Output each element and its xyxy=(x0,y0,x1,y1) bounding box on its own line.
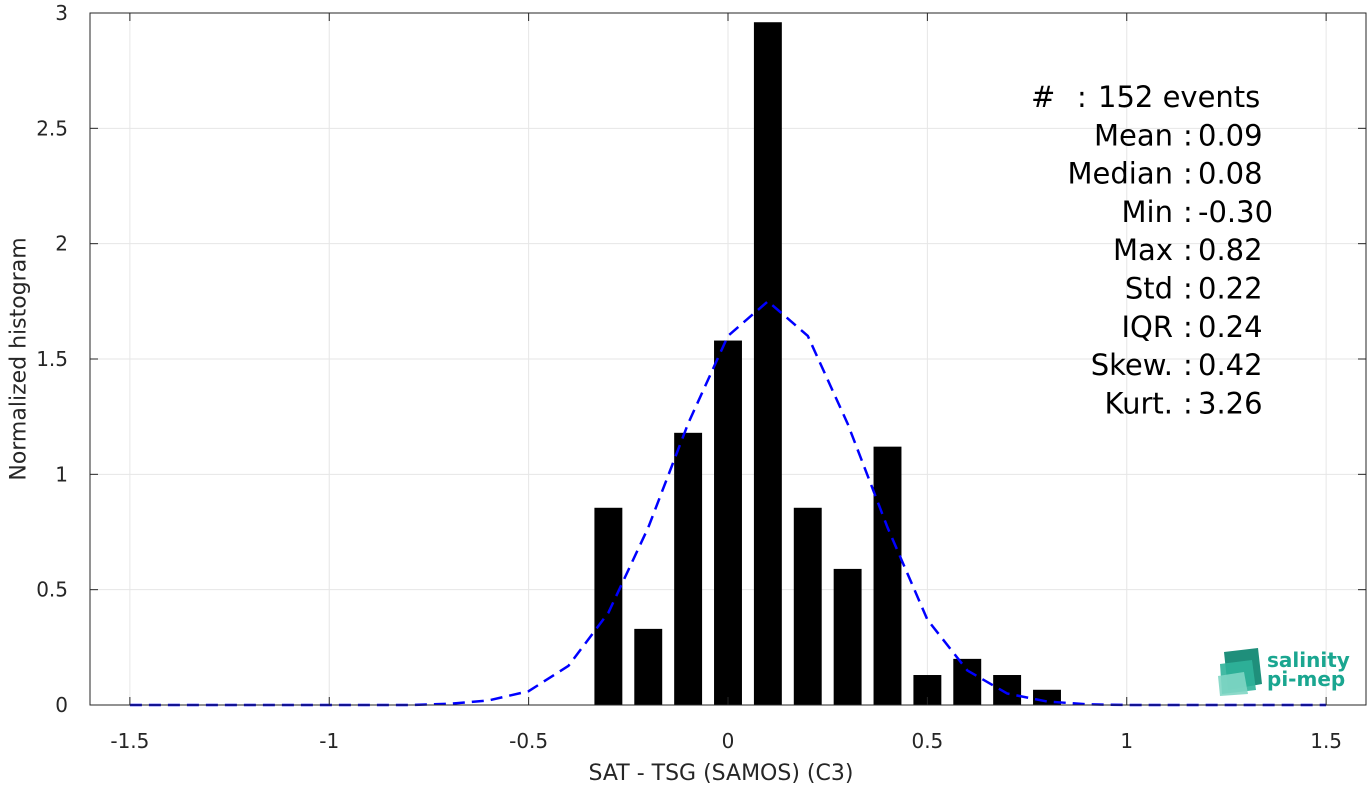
stat-row: Mean:0.09 xyxy=(1094,118,1263,152)
stat-separator: : xyxy=(1183,272,1193,306)
histogram-bar xyxy=(634,628,663,705)
stat-value: -0.30 xyxy=(1198,195,1273,229)
stat-separator: : xyxy=(1183,233,1193,267)
x-tick-label: 1 xyxy=(1120,729,1133,753)
stat-label: Min xyxy=(1122,195,1173,229)
stat-row: Skew.:0.42 xyxy=(1091,348,1263,382)
histogram-bar xyxy=(993,675,1022,705)
stat-value: 0.22 xyxy=(1198,272,1263,306)
x-tick-label: 0.5 xyxy=(911,729,943,753)
stat-value: 0.82 xyxy=(1198,233,1263,267)
x-axis-ticks: -1.5 -1 -0.5 0 0.5 1 1.5 xyxy=(110,13,1342,753)
stat-separator: : xyxy=(1183,157,1193,191)
logo-text-salinity: salinity xyxy=(1267,648,1350,672)
stat-row: IQR:0.24 xyxy=(1121,310,1262,344)
y-tick-label: 1 xyxy=(55,462,68,486)
stat-value: 3.26 xyxy=(1198,386,1263,420)
stat-row: Kurt.:3.26 xyxy=(1105,386,1263,420)
histogram-bar xyxy=(793,507,822,705)
histogram-bar xyxy=(594,507,623,705)
stat-row: #:152 events xyxy=(1031,80,1260,114)
stat-label: Std xyxy=(1125,272,1173,306)
stat-label: IQR xyxy=(1121,310,1173,344)
histogram-bar xyxy=(873,446,902,705)
x-tick-label: -1 xyxy=(319,729,339,753)
x-tick-label: 1.5 xyxy=(1310,729,1342,753)
stat-row: Max:0.82 xyxy=(1113,233,1263,267)
stat-row: Std:0.22 xyxy=(1125,272,1263,306)
x-tick-label: -1.5 xyxy=(110,729,149,753)
stat-value: 152 events xyxy=(1098,80,1260,114)
stat-row: Min: -0.30 xyxy=(1122,195,1274,229)
stat-separator: : xyxy=(1183,310,1193,344)
stat-value: 0.24 xyxy=(1198,310,1263,344)
histogram-bar xyxy=(833,568,862,705)
logo-icon xyxy=(1218,648,1262,696)
stat-label: Kurt. xyxy=(1105,386,1173,420)
stat-label: Mean xyxy=(1094,118,1173,152)
y-tick-label: 0.5 xyxy=(36,578,68,602)
y-tick-label: 0 xyxy=(55,693,68,717)
histogram-bar xyxy=(714,340,742,705)
x-axis-title: SAT - TSG (SAMOS) (C3) xyxy=(589,761,854,785)
histogram-bars xyxy=(594,22,1061,705)
x-tick-label: 0 xyxy=(722,729,735,753)
histogram-bar xyxy=(753,22,782,705)
stat-separator: : xyxy=(1077,80,1087,114)
histogram-bar xyxy=(953,658,982,705)
histogram-bar xyxy=(674,432,703,705)
y-axis-title: Normalized histogram xyxy=(7,237,32,480)
stat-value: 0.08 xyxy=(1198,157,1263,191)
stat-label: Max xyxy=(1113,233,1173,267)
stat-separator: : xyxy=(1183,118,1193,152)
y-tick-label: 1.5 xyxy=(36,347,68,371)
stat-value: 0.42 xyxy=(1198,348,1263,382)
stat-separator: : xyxy=(1183,348,1193,382)
y-tick-label: 2 xyxy=(55,232,68,256)
stat-separator: : xyxy=(1183,386,1193,420)
stat-value: 0.09 xyxy=(1198,118,1263,152)
y-axis-ticks: 0 0.5 1 1.5 2 2.5 3 xyxy=(36,1,1366,717)
stat-separator: : xyxy=(1183,195,1193,229)
stat-label: Skew. xyxy=(1091,348,1173,382)
y-tick-label: 2.5 xyxy=(36,116,68,140)
salinity-pimep-logo: salinity pi-mep xyxy=(1218,648,1350,696)
stat-label: # xyxy=(1031,80,1055,114)
x-tick-label: -0.5 xyxy=(509,729,548,753)
y-tick-label: 3 xyxy=(55,1,68,25)
stat-label: Median xyxy=(1068,157,1173,191)
stat-row: Median:0.08 xyxy=(1068,157,1263,191)
logo-text-pimep: pi-mep xyxy=(1267,667,1345,691)
